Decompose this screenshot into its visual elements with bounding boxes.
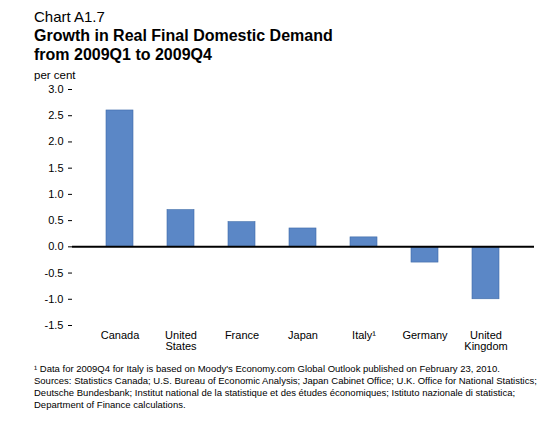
- svg-text:0.0: 0.0: [48, 240, 63, 252]
- html-text:per cent: per cent: [34, 69, 76, 81]
- svg-text:France: France: [225, 329, 259, 341]
- svg-text:2.0: 2.0: [48, 135, 63, 147]
- svg-text:0.5: 0.5: [48, 214, 63, 226]
- html-text:Sources: Statistics Canada; U.: Sources: Statistics Canada; U.S. Bureau …: [34, 375, 537, 410]
- svg-text:Japan: Japan: [288, 329, 318, 341]
- html-text:Chart A1.7: Chart A1.7: [34, 8, 105, 25]
- svg-text:-1.0: -1.0: [45, 293, 64, 305]
- svg-text:1.0: 1.0: [48, 188, 63, 200]
- svg-text:1.5: 1.5: [48, 162, 63, 174]
- svg-text:3.0: 3.0: [48, 83, 63, 95]
- svg-text:Germany: Germany: [402, 329, 448, 341]
- html-text:Growth in Real Final Domestic: Growth in Real Final Domestic Demand fro…: [34, 27, 333, 63]
- svg-text:Italy¹: Italy¹: [352, 329, 376, 341]
- svg-text:-1.5: -1.5: [45, 319, 64, 331]
- svg-text:-0.5: -0.5: [45, 267, 64, 279]
- svg-text:2.5: 2.5: [48, 109, 63, 121]
- svg-text:UnitedStates: UnitedStates: [165, 329, 197, 352]
- svg-text:Canada: Canada: [101, 329, 140, 341]
- svg-text:UnitedKingdom: UnitedKingdom: [464, 329, 507, 352]
- html-text:¹ Data for 2009Q4 for Italy is: ¹ Data for 2009Q4 for Italy is based on …: [34, 363, 500, 374]
